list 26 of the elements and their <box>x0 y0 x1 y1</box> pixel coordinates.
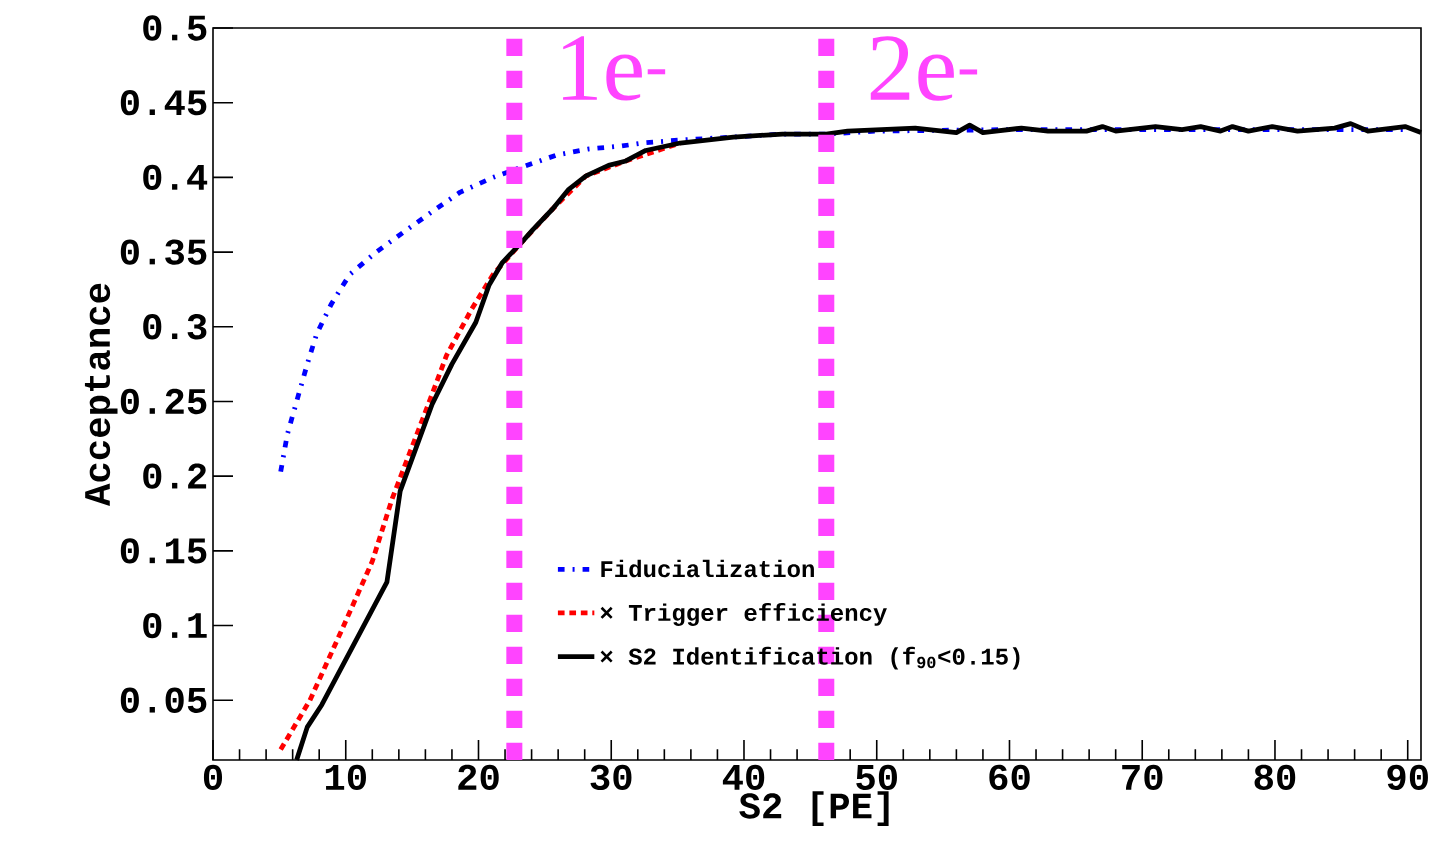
y-tick-label: 0.45 <box>120 90 207 116</box>
y-tick-label: 0.35 <box>120 239 207 265</box>
x-tick-label: 30 <box>590 764 632 791</box>
legend-label: Fiducialization <box>601 559 814 578</box>
y-tick-label: 0.15 <box>120 538 207 564</box>
y-tick-label: 0.25 <box>120 388 207 415</box>
y-tick-label: 0.2 <box>143 463 207 489</box>
ref-line-label: 1e$^{-}$ <box>563 36 666 101</box>
x-tick-label: 60 <box>989 764 1030 791</box>
x-axis-title: S2 [PE] <box>739 791 889 827</box>
y-axis-title: Acceptance <box>84 283 118 507</box>
x-tick-label: 80 <box>1254 764 1296 791</box>
x-tick-label: 10 <box>325 764 366 791</box>
ref-line-label: 2e$^{-}$ <box>870 36 978 101</box>
legend-label: × Trigger efficiency <box>600 603 887 626</box>
x-tick-label: 0 <box>203 764 223 791</box>
x-tick-label: 40 <box>722 764 765 791</box>
y-tick-label: 0.5 <box>143 15 207 41</box>
x-tick-label: 50 <box>856 764 897 791</box>
y-tick-label: 0.4 <box>143 164 208 191</box>
x-tick-label: 70 <box>1122 764 1163 791</box>
y-tick-label: 0.05 <box>120 687 207 713</box>
y-tick-label: 0.3 <box>143 314 207 340</box>
x-tick-label: 90 <box>1387 764 1428 791</box>
x-tick-label: 20 <box>458 764 499 791</box>
y-tick-label: 0.1 <box>143 612 207 639</box>
